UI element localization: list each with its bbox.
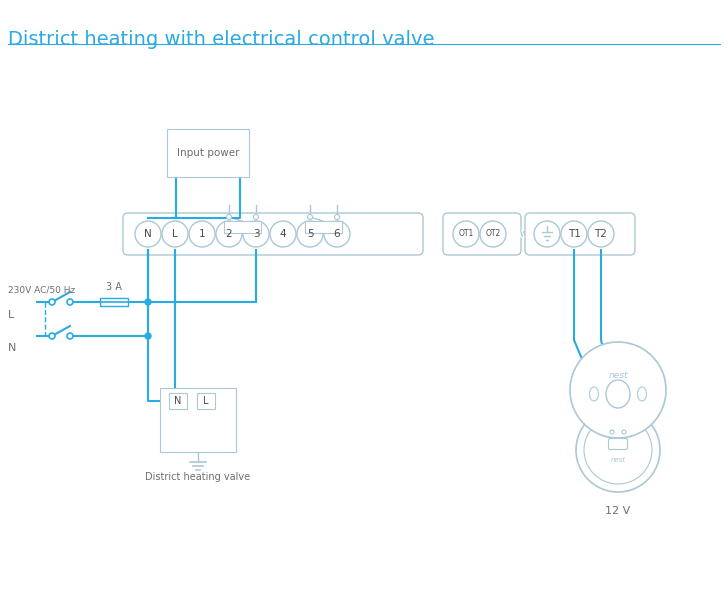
Text: 4: 4 bbox=[280, 229, 286, 239]
Text: 3 A: 3 A bbox=[106, 282, 122, 292]
Text: 1: 1 bbox=[199, 229, 205, 239]
Ellipse shape bbox=[590, 387, 598, 401]
FancyBboxPatch shape bbox=[609, 438, 628, 450]
Circle shape bbox=[135, 221, 161, 247]
Circle shape bbox=[189, 221, 215, 247]
FancyBboxPatch shape bbox=[525, 213, 635, 255]
Circle shape bbox=[49, 299, 55, 305]
FancyBboxPatch shape bbox=[123, 213, 423, 255]
Circle shape bbox=[307, 214, 312, 220]
Circle shape bbox=[576, 408, 660, 492]
Circle shape bbox=[324, 221, 350, 247]
Circle shape bbox=[480, 221, 506, 247]
FancyBboxPatch shape bbox=[100, 298, 128, 306]
Circle shape bbox=[243, 221, 269, 247]
Circle shape bbox=[253, 214, 258, 220]
Circle shape bbox=[145, 333, 151, 339]
Text: District heating with electrical control valve: District heating with electrical control… bbox=[8, 30, 435, 49]
Text: 12 V: 12 V bbox=[606, 506, 630, 516]
Ellipse shape bbox=[606, 380, 630, 408]
Circle shape bbox=[145, 299, 151, 305]
Text: District heating valve: District heating valve bbox=[146, 472, 250, 482]
Text: L: L bbox=[203, 396, 209, 406]
Text: OT2: OT2 bbox=[486, 229, 501, 239]
Text: L: L bbox=[8, 310, 15, 320]
Circle shape bbox=[216, 221, 242, 247]
Circle shape bbox=[297, 221, 323, 247]
Circle shape bbox=[584, 416, 652, 484]
Circle shape bbox=[622, 430, 626, 434]
Circle shape bbox=[67, 333, 73, 339]
Text: 3: 3 bbox=[253, 229, 259, 239]
FancyBboxPatch shape bbox=[169, 393, 187, 409]
Text: 6: 6 bbox=[333, 229, 340, 239]
Circle shape bbox=[49, 333, 55, 339]
Text: 230V AC/50 Hz: 230V AC/50 Hz bbox=[8, 286, 75, 295]
Text: N: N bbox=[174, 396, 182, 406]
FancyBboxPatch shape bbox=[443, 213, 521, 255]
Text: T1: T1 bbox=[568, 229, 580, 239]
Circle shape bbox=[561, 221, 587, 247]
Text: nest: nest bbox=[611, 457, 625, 463]
Text: T2: T2 bbox=[595, 229, 607, 239]
Circle shape bbox=[453, 221, 479, 247]
FancyBboxPatch shape bbox=[167, 129, 249, 177]
FancyBboxPatch shape bbox=[305, 221, 342, 233]
Circle shape bbox=[162, 221, 188, 247]
Text: 5: 5 bbox=[306, 229, 313, 239]
Ellipse shape bbox=[638, 387, 646, 401]
Circle shape bbox=[270, 221, 296, 247]
Circle shape bbox=[67, 299, 73, 305]
Circle shape bbox=[610, 430, 614, 434]
Circle shape bbox=[334, 214, 339, 220]
Circle shape bbox=[570, 342, 666, 438]
FancyBboxPatch shape bbox=[224, 221, 261, 233]
Circle shape bbox=[534, 221, 560, 247]
Text: nest: nest bbox=[609, 371, 628, 381]
Text: OT1: OT1 bbox=[459, 229, 474, 239]
FancyBboxPatch shape bbox=[197, 393, 215, 409]
Text: Input power: Input power bbox=[177, 148, 240, 158]
Circle shape bbox=[588, 221, 614, 247]
Text: L: L bbox=[172, 229, 178, 239]
Text: 2: 2 bbox=[226, 229, 232, 239]
FancyBboxPatch shape bbox=[160, 388, 236, 452]
Text: N: N bbox=[144, 229, 152, 239]
Circle shape bbox=[226, 214, 232, 220]
Text: N: N bbox=[8, 343, 16, 353]
